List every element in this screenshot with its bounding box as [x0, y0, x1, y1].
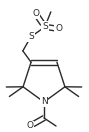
Text: O: O [27, 121, 33, 131]
Text: O: O [32, 9, 39, 18]
Text: N: N [41, 98, 47, 107]
Text: S: S [42, 22, 48, 31]
Text: O: O [55, 24, 62, 33]
Text: S: S [28, 32, 34, 41]
